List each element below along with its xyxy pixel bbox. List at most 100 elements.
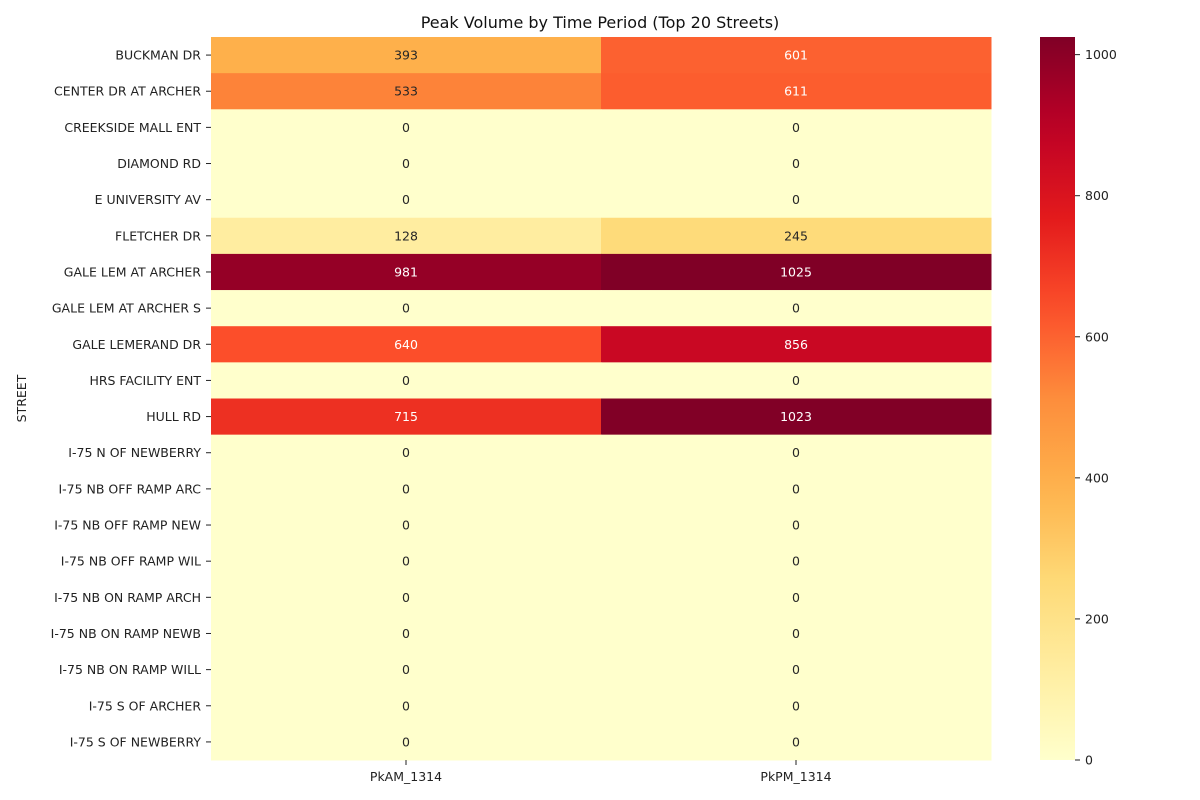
cell-value-label: 0 [402, 481, 410, 496]
heatmap-cell [601, 723, 992, 761]
cell-value-label: 1025 [780, 264, 812, 279]
cell-value-label: 0 [792, 662, 800, 677]
colorbar-tick-label: 1000 [1085, 47, 1117, 62]
cell-value-label: 245 [784, 228, 808, 243]
heatmap-cell [601, 217, 992, 255]
colorbar: 0 200 400 600 800 1000 [1040, 37, 1117, 768]
heatmap-cell [211, 145, 602, 183]
x-tick-label: PkAM_1314 [370, 769, 442, 784]
y-tick-label: I-75 NB ON RAMP WILL [59, 662, 201, 677]
x-axis-ticks: PkAM_1314 PkPM_1314 [370, 760, 832, 784]
heatmap-cell [211, 651, 602, 689]
cell-value-label: 0 [402, 698, 410, 713]
cell-value-label: 0 [402, 554, 410, 569]
cell-value-label: 0 [792, 734, 800, 749]
heatmap-cell [601, 181, 992, 219]
colorbar-tick-label: 200 [1085, 611, 1109, 626]
y-tick-label: HRS FACILITY ENT [89, 373, 201, 388]
heatmap-cell-labels: 393 601 533 611 0 0 0 0 0 0 128 245 981 1025 0 0 640 856 0… [394, 48, 812, 750]
heatmap-cell [211, 253, 602, 291]
heatmap-cell [601, 145, 992, 183]
x-tick-label: PkPM_1314 [760, 769, 831, 784]
cell-value-label: 715 [394, 409, 418, 424]
cell-value-label: 0 [402, 373, 410, 388]
colorbar-tick-label: 0 [1085, 753, 1093, 768]
heatmap-cell [211, 109, 602, 146]
colorbar-gradient [1040, 37, 1075, 760]
cell-value-label: 128 [394, 228, 418, 243]
heatmap-cell [601, 434, 992, 472]
cell-value-label: 0 [792, 192, 800, 207]
cell-value-label: 611 [784, 84, 808, 99]
y-tick-label: DIAMOND RD [117, 156, 201, 171]
colorbar-tick-label: 600 [1085, 329, 1109, 344]
cell-value-label: 0 [402, 301, 410, 316]
heatmap-cell [601, 398, 992, 436]
heatmap-cell [211, 434, 602, 472]
y-tick-label: I-75 NB OFF RAMP NEW [54, 518, 201, 533]
y-tick-label: FLETCHER DR [115, 228, 201, 243]
cell-value-label: 0 [402, 518, 410, 533]
y-tick-label: I-75 NB OFF RAMP WIL [61, 554, 201, 569]
cell-value-label: 0 [792, 590, 800, 605]
cell-value-label: 0 [402, 590, 410, 605]
cell-value-label: 601 [784, 48, 808, 63]
heatmap-cell [601, 326, 992, 363]
y-axis-label: STREET [14, 374, 29, 422]
cell-value-label: 0 [402, 120, 410, 135]
y-tick-label: I-75 S OF NEWBERRY [70, 734, 202, 749]
heatmap-cell [211, 290, 602, 327]
heatmap-cell [601, 470, 992, 508]
heatmap-cell [211, 615, 602, 653]
cell-value-label: 0 [402, 734, 410, 749]
cell-value-label: 0 [402, 445, 410, 460]
y-tick-label: HULL RD [146, 409, 201, 424]
heatmap-cell [601, 73, 992, 110]
heatmap-cell [601, 290, 992, 327]
y-tick-label: CENTER DR AT ARCHER [54, 84, 201, 99]
cell-value-label: 0 [792, 481, 800, 496]
y-tick-label: I-75 NB OFF RAMP ARC [58, 481, 201, 496]
colorbar-tick-label: 400 [1085, 470, 1109, 485]
y-tick-label: GALE LEM AT ARCHER [64, 264, 202, 279]
heatmap-cells [211, 37, 992, 761]
heatmap-cell [601, 543, 992, 580]
heatmap-cell [601, 506, 992, 544]
heatmap-cell [211, 326, 602, 363]
heatmap-cell [211, 723, 602, 761]
cell-value-label: 0 [792, 120, 800, 135]
y-tick-label: I-75 N OF NEWBERRY [68, 445, 201, 460]
cell-value-label: 0 [792, 698, 800, 713]
heatmap-cell [211, 470, 602, 508]
cell-value-label: 640 [394, 337, 418, 352]
heatmap-cell [601, 651, 992, 689]
y-tick-label: CREEKSIDE MALL ENT [64, 120, 201, 135]
heatmap-cell [601, 362, 992, 399]
heatmap-cell [211, 181, 602, 219]
cell-value-label: 0 [402, 192, 410, 207]
y-tick-label: GALE LEMERAND DR [72, 337, 201, 352]
y-tick-label: I-75 NB ON RAMP ARCH [54, 590, 201, 605]
colorbar-tick-label: 800 [1085, 188, 1109, 203]
cell-value-label: 0 [402, 662, 410, 677]
cell-value-label: 0 [792, 626, 800, 641]
heatmap-cell [601, 687, 992, 725]
cell-value-label: 0 [792, 554, 800, 569]
cell-value-label: 1023 [780, 409, 812, 424]
cell-value-label: 0 [402, 156, 410, 171]
y-tick-label: I-75 S OF ARCHER [89, 698, 202, 713]
heatmap-cell [211, 217, 602, 255]
heatmap-cell [211, 37, 602, 74]
y-tick-label: E UNIVERSITY AV [95, 192, 202, 207]
cell-value-label: 0 [792, 518, 800, 533]
heatmap-cell [601, 109, 992, 146]
y-tick-label: GALE LEM AT ARCHER S [52, 301, 201, 316]
heatmap-cell [211, 687, 602, 725]
cell-value-label: 393 [394, 48, 418, 63]
y-tick-label: BUCKMAN DR [115, 48, 201, 63]
cell-value-label: 981 [394, 264, 418, 279]
heatmap-cell [211, 579, 602, 616]
heatmap-cell [211, 362, 602, 399]
chart-title: Peak Volume by Time Period (Top 20 Stree… [421, 13, 780, 32]
